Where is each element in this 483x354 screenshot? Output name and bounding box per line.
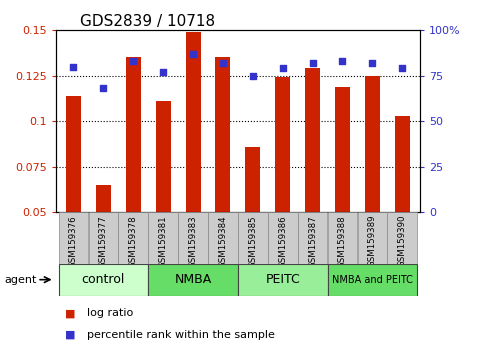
Point: [219, 60, 227, 66]
Text: percentile rank within the sample: percentile rank within the sample: [87, 330, 275, 339]
Point: [249, 73, 256, 79]
FancyBboxPatch shape: [148, 212, 178, 264]
Bar: [365, 76, 380, 212]
FancyBboxPatch shape: [298, 212, 327, 264]
Point: [189, 51, 197, 57]
Text: ■: ■: [65, 308, 76, 318]
Bar: [305, 68, 320, 212]
Text: GDS2839 / 10718: GDS2839 / 10718: [80, 14, 215, 29]
FancyBboxPatch shape: [58, 264, 148, 296]
Bar: [185, 32, 200, 212]
Text: GSM159376: GSM159376: [69, 215, 78, 268]
Text: GSM159389: GSM159389: [368, 215, 377, 268]
Bar: [66, 96, 81, 212]
Text: GSM159387: GSM159387: [308, 215, 317, 268]
Text: NMBA: NMBA: [174, 273, 212, 286]
Text: control: control: [82, 273, 125, 286]
FancyBboxPatch shape: [178, 212, 208, 264]
FancyBboxPatch shape: [58, 212, 88, 264]
FancyBboxPatch shape: [148, 264, 238, 296]
Text: GSM159390: GSM159390: [398, 215, 407, 268]
Bar: [395, 116, 410, 212]
FancyBboxPatch shape: [327, 264, 417, 296]
Point: [159, 69, 167, 75]
Text: GSM159377: GSM159377: [99, 215, 108, 268]
Bar: [335, 87, 350, 212]
FancyBboxPatch shape: [327, 212, 357, 264]
Point: [398, 65, 406, 71]
Point: [129, 58, 137, 64]
FancyBboxPatch shape: [268, 212, 298, 264]
FancyBboxPatch shape: [387, 212, 417, 264]
FancyBboxPatch shape: [357, 212, 387, 264]
Bar: [215, 57, 230, 212]
Point: [279, 65, 286, 71]
Point: [309, 60, 316, 66]
Text: GSM159385: GSM159385: [248, 215, 257, 268]
Text: agent: agent: [5, 275, 37, 285]
FancyBboxPatch shape: [118, 212, 148, 264]
Text: NMBA and PEITC: NMBA and PEITC: [332, 275, 413, 285]
Text: ■: ■: [65, 330, 76, 339]
Text: GSM159386: GSM159386: [278, 215, 287, 268]
FancyBboxPatch shape: [238, 264, 327, 296]
FancyBboxPatch shape: [88, 212, 118, 264]
Point: [70, 64, 77, 69]
Text: PEITC: PEITC: [265, 273, 300, 286]
Point: [339, 58, 346, 64]
FancyBboxPatch shape: [208, 212, 238, 264]
Point: [369, 60, 376, 66]
FancyBboxPatch shape: [238, 212, 268, 264]
Bar: [156, 101, 170, 212]
Text: GSM159388: GSM159388: [338, 215, 347, 268]
Text: GSM159383: GSM159383: [188, 215, 198, 268]
Point: [99, 86, 107, 91]
Text: GSM159384: GSM159384: [218, 215, 227, 268]
Text: GSM159378: GSM159378: [129, 215, 138, 268]
Bar: [275, 78, 290, 212]
Text: log ratio: log ratio: [87, 308, 133, 318]
Text: GSM159381: GSM159381: [158, 215, 168, 268]
Bar: [96, 185, 111, 212]
Bar: [245, 147, 260, 212]
Bar: [126, 57, 141, 212]
